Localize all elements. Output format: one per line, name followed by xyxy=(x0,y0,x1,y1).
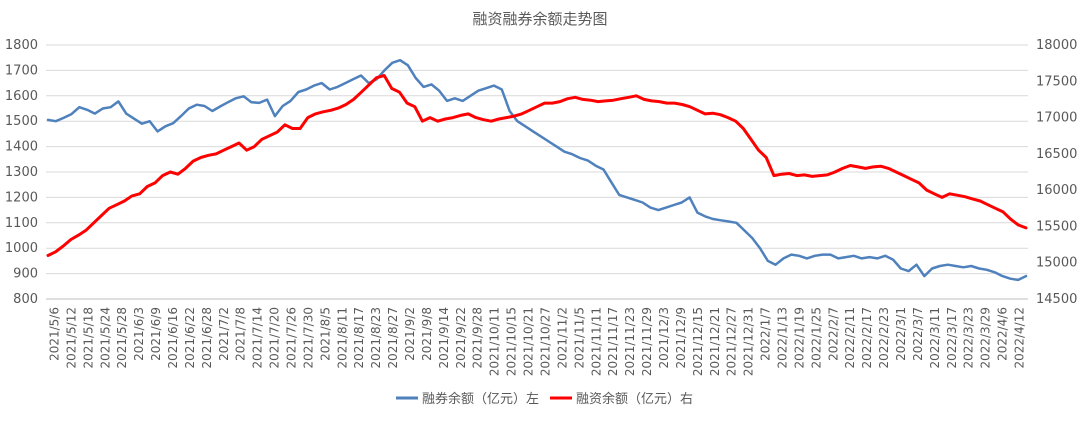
x-tick-label: 2022/2/17 xyxy=(860,307,874,369)
x-tick-label: 2021/7/14 xyxy=(251,307,265,369)
x-tick-label: 2021/11/17 xyxy=(606,307,620,376)
y-right-tick-label: 14500 xyxy=(1036,292,1077,307)
x-tick-label: 2021/9/2 xyxy=(403,307,417,361)
legend-label-margin-balance: 融资余额（亿元）右 xyxy=(576,391,693,407)
series-lines xyxy=(46,58,1028,282)
x-tick-label: 2021/7/26 xyxy=(285,307,299,369)
x-tick-label: 2021/10/15 xyxy=(505,307,519,376)
y-left-tick-label: 1800 xyxy=(5,38,38,53)
y-left-tick-label: 1000 xyxy=(5,241,38,256)
x-tick-label: 2021/7/20 xyxy=(268,307,282,369)
x-tick-label: 2021/8/11 xyxy=(335,307,349,369)
x-tick-label: 2021/12/15 xyxy=(691,307,705,376)
y-left-tick-label: 1500 xyxy=(5,114,38,129)
x-tick-label: 2022/4/6 xyxy=(996,307,1010,361)
legend: 融券余额（亿元）左 融资余额（亿元）右 xyxy=(396,391,693,407)
series-line-margin-balance xyxy=(46,74,1028,257)
x-tick-label: 2021/9/8 xyxy=(420,307,434,361)
x-tick-label: 2022/1/19 xyxy=(792,307,806,369)
x-tick-label: 2021/9/14 xyxy=(437,307,451,369)
x-tick-label: 2021/10/21 xyxy=(522,307,536,376)
x-tick-label: 2021/6/16 xyxy=(166,307,180,369)
x-tick-label: 2021/12/9 xyxy=(674,307,688,369)
x-tick-label: 2022/3/17 xyxy=(945,307,959,369)
x-tick-label: 2022/3/23 xyxy=(962,307,976,369)
y-left-tick-label: 1700 xyxy=(5,63,38,78)
x-tick-label: 2021/8/23 xyxy=(369,307,383,369)
y-left-tick-label: 1600 xyxy=(5,89,38,104)
y-axis-right: 14500 15000 15500 16000 16500 17000 17500 18000 xyxy=(1036,38,1077,307)
y-left-tick-label: 900 xyxy=(13,267,38,282)
x-tick-label: 2022/1/13 xyxy=(776,307,790,369)
x-tick-label: 2022/3/29 xyxy=(979,307,993,369)
x-tick-label: 2021/12/31 xyxy=(742,307,756,376)
y-right-tick-label: 16500 xyxy=(1036,147,1077,162)
x-tick-label: 2021/11/23 xyxy=(623,307,637,376)
y-right-tick-label: 17000 xyxy=(1036,111,1077,126)
x-tick-label: 2021/12/3 xyxy=(657,307,671,369)
x-tick-label: 2021/10/11 xyxy=(488,307,502,376)
x-tick-label: 2021/7/8 xyxy=(234,307,248,361)
x-tick-label: 2022/2/7 xyxy=(826,307,840,361)
chart-title: 融资融券余额走势图 xyxy=(472,10,607,28)
x-tick-label: 2022/2/11 xyxy=(843,307,857,369)
y-right-tick-label: 16000 xyxy=(1036,183,1077,198)
y-right-tick-label: 15500 xyxy=(1036,219,1077,234)
y-left-tick-label: 1200 xyxy=(5,190,38,205)
y-axis-left: 800 900 1000 1100 1200 1300 1400 1500 1600 1700 18… xyxy=(5,38,38,307)
series-line-short-balance xyxy=(46,58,1028,282)
x-tick-label: 2022/2/23 xyxy=(877,307,891,369)
x-tick-label: 2021/5/6 xyxy=(47,307,61,361)
x-tick-label: 2021/5/18 xyxy=(81,307,95,369)
x-tick-label: 2021/6/28 xyxy=(200,307,214,369)
y-right-tick-label: 17500 xyxy=(1036,74,1077,89)
x-tick-label: 2022/3/1 xyxy=(894,307,908,361)
x-tick-label: 2022/1/7 xyxy=(759,307,773,361)
y-right-tick-label: 15000 xyxy=(1036,256,1077,271)
x-tick-label: 2022/1/25 xyxy=(809,307,823,369)
x-axis: 2021/5/6 2021/5/12 2021/5/18 2021/5/24 2021/… xyxy=(46,298,1028,376)
x-tick-label: 2021/6/22 xyxy=(183,307,197,369)
x-tick-label: 2021/7/2 xyxy=(217,307,231,361)
x-tick-label: 2022/3/11 xyxy=(928,307,942,369)
y-left-tick-label: 1300 xyxy=(5,165,38,180)
x-tick-label: 2021/11/29 xyxy=(640,307,654,376)
x-tick-label: 2021/7/30 xyxy=(301,307,315,369)
x-tick-label: 2021/8/17 xyxy=(352,307,366,369)
x-tick-label: 2021/5/24 xyxy=(98,307,112,369)
x-tick-label: 2021/6/3 xyxy=(132,307,146,361)
x-tick-label: 2021/11/2 xyxy=(555,307,569,369)
y-left-tick-label: 1400 xyxy=(5,140,38,155)
x-tick-label: 2021/8/27 xyxy=(386,307,400,369)
y-right-tick-label: 18000 xyxy=(1036,38,1077,53)
x-tick-label: 2021/10/27 xyxy=(538,307,552,376)
x-tick-label: 2021/5/12 xyxy=(64,307,78,369)
x-tick-label: 2021/12/27 xyxy=(725,307,739,376)
legend-label-short-balance: 融券余额（亿元）左 xyxy=(422,391,539,407)
y-left-tick-label: 1100 xyxy=(5,216,38,231)
x-tick-label: 2021/8/5 xyxy=(318,307,332,361)
y-left-tick-label: 800 xyxy=(13,292,38,307)
x-tick-label: 2021/6/9 xyxy=(149,307,163,361)
x-tick-label: 2022/4/12 xyxy=(1013,307,1027,369)
x-tick-label: 2021/5/28 xyxy=(115,307,129,369)
x-tick-label: 2021/9/28 xyxy=(471,307,485,369)
x-tick-label: 2021/12/21 xyxy=(708,307,722,376)
gridlines xyxy=(46,44,1028,300)
x-tick-label: 2021/11/5 xyxy=(572,307,586,369)
x-tick-label: 2021/11/11 xyxy=(589,307,603,376)
x-tick-label: 2022/3/7 xyxy=(911,307,925,361)
x-tick-label: 2021/9/22 xyxy=(454,307,468,369)
